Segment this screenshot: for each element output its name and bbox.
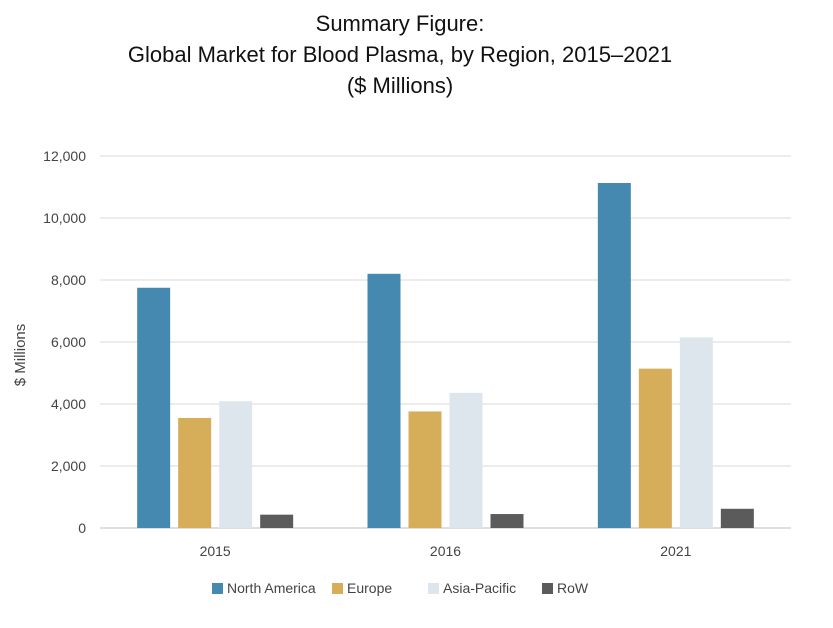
legend-label: Europe	[347, 580, 392, 596]
y-axis-title: $ Millions	[12, 324, 29, 387]
bar-row-2021	[720, 508, 754, 528]
chart-title-line-3: ($ Millions)	[346, 73, 454, 98]
legend-label: RoW	[557, 580, 589, 596]
legend-label: North America	[227, 580, 316, 596]
legend-label: Asia-Pacific	[443, 580, 516, 596]
bars	[137, 182, 754, 528]
legend-swatch	[332, 583, 343, 594]
bar-row-2015	[260, 514, 294, 528]
bar-asia-pacific-2021	[679, 337, 713, 528]
y-tick-label: 12,000	[43, 148, 86, 164]
x-tick-label: 2016	[430, 543, 461, 559]
bar-europe-2021	[638, 368, 672, 528]
bar-asia-pacific-2016	[449, 392, 483, 528]
bar-north-america-2021	[597, 182, 631, 528]
y-tick-label: 2,000	[51, 458, 86, 474]
bar-asia-pacific-2015	[219, 401, 253, 528]
bar-north-america-2015	[137, 287, 171, 528]
y-tick-label: 6,000	[51, 334, 86, 350]
bar-north-america-2016	[367, 273, 401, 528]
gridlines	[100, 155, 791, 529]
y-tick-label: 0	[78, 520, 86, 536]
bar-europe-2016	[408, 411, 442, 528]
legend: North America Europe Asia-Pacific RoW	[212, 580, 589, 596]
y-tick-label: 8,000	[51, 272, 86, 288]
bar-europe-2015	[178, 417, 212, 528]
legend-swatch	[212, 583, 223, 594]
x-tick-label: 2015	[200, 543, 231, 559]
y-tick-label: 10,000	[43, 210, 86, 226]
legend-swatch	[542, 583, 553, 594]
y-tick-label: 4,000	[51, 396, 86, 412]
y-axis-ticks: 0 2,000 4,000 6,000 8,000 10,000 12,000	[43, 148, 86, 536]
chart-title: Summary Figure: Global Market for Blood …	[0, 8, 800, 101]
x-tick-label: 2021	[660, 543, 691, 559]
legend-swatch	[428, 583, 439, 594]
chart-title-line-2: Global Market for Blood Plasma, by Regio…	[127, 42, 673, 67]
chart-title-line-1: Summary Figure:	[315, 11, 485, 36]
bar-row-2016	[490, 514, 524, 528]
x-axis-ticks: 2015 2016 2021	[200, 543, 692, 559]
